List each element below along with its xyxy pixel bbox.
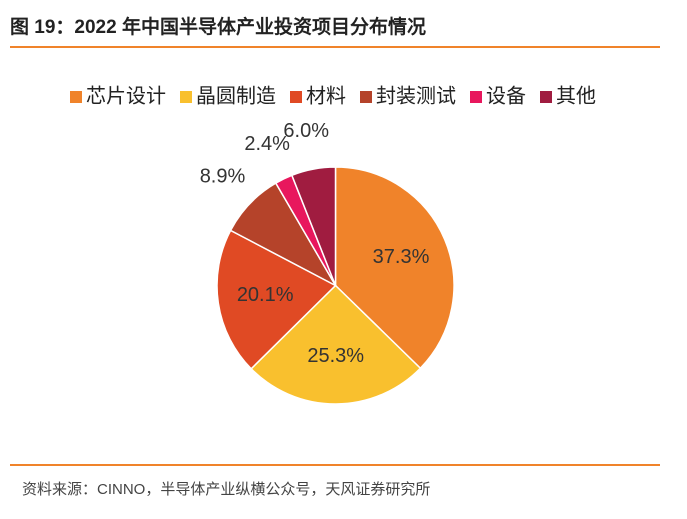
legend-swatch: [290, 91, 302, 103]
chart-title: 图 19：2022 年中国半导体产业投资项目分布情况: [10, 15, 426, 38]
legend-swatch: [470, 91, 482, 103]
pie-slice: [290, 166, 337, 286]
legend-label: 其他: [556, 84, 596, 107]
pie-slice: [216, 229, 337, 370]
value-label: 25.3%: [307, 345, 364, 367]
value-label: 6.0%: [283, 120, 329, 142]
legend-label: 设备: [486, 84, 526, 107]
source-note: 资料来源：CINNO，半导体产业纵横公众号，天风证券研究所: [22, 481, 430, 498]
value-label: 8.9%: [200, 166, 246, 188]
legend-swatch: [180, 91, 192, 103]
pie-slice: [250, 284, 422, 405]
legend-label: 晶圆制造: [196, 84, 276, 107]
legend-label: 材料: [306, 84, 346, 107]
legend-label: 封装测试: [376, 84, 456, 107]
value-label: 20.1%: [237, 284, 294, 306]
value-label: 37.3%: [373, 246, 430, 268]
legend-swatch: [540, 91, 552, 103]
value-label: 2.4%: [244, 133, 290, 155]
legend-label: 芯片设计: [86, 84, 166, 107]
legend-swatch: [70, 91, 82, 103]
pie-slice: [334, 166, 455, 370]
legend-swatch: [360, 91, 372, 103]
